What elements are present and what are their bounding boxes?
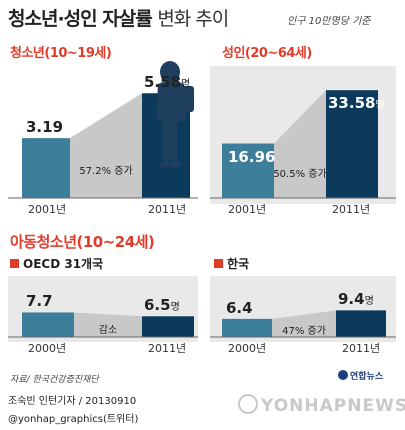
connector-wedge: [70, 93, 142, 198]
oecd-heading: OECD 31개국: [10, 255, 103, 272]
x-tick-label: 2011년: [148, 342, 187, 355]
brand-text: 연합뉴스: [350, 372, 384, 382]
data-label: 33.58명: [328, 94, 385, 112]
silhouette-part: [160, 61, 180, 83]
silhouette-part: [159, 162, 171, 168]
red-square-icon: [10, 259, 19, 268]
globe-icon: [338, 370, 348, 380]
data-label-unit: 명: [364, 296, 374, 308]
silhouette-part: [178, 86, 194, 112]
data-label-unit: 명: [375, 100, 385, 112]
korea-heading: 한국: [214, 255, 249, 272]
page-title: 청소년·성인 자살률 변화 추이: [8, 4, 229, 31]
section-adult-label: 성인(20~64세): [222, 46, 312, 61]
change-label: 57.2% 증가: [79, 166, 133, 178]
connector-wedge: [274, 90, 326, 198]
change-label: 47% 증가: [282, 325, 326, 337]
bar-2011년: [336, 310, 386, 337]
x-tick-label: 2001년: [228, 203, 267, 216]
data-label-value: 3.19: [26, 118, 64, 137]
twitter-handle: @yonhap_graphics(트위터): [8, 414, 139, 425]
x-tick-label: 2011년: [342, 342, 381, 355]
silhouette-part: [172, 120, 177, 164]
bar-2000년: [22, 312, 74, 337]
oecd-label: OECD 31개국: [23, 257, 104, 271]
title-main: 청소년·성인 자살률: [8, 8, 153, 30]
watermark: YONHAPNEWS: [238, 394, 405, 416]
section-child-label: 아동청소년(10~24세): [10, 233, 155, 251]
section-youth-label: 청소년(10~19세): [10, 46, 112, 61]
x-tick-label: 2000년: [228, 342, 267, 355]
korea-label: 한국: [227, 257, 250, 271]
x-tick-label: 2000년: [28, 342, 67, 355]
bar-2001년: [222, 143, 274, 198]
change-label: 감소: [98, 324, 118, 336]
connector-wedge: [74, 312, 142, 337]
bar-2011년: [142, 316, 194, 337]
data-label: 16.96: [228, 148, 275, 166]
red-square-icon: [214, 259, 223, 268]
bar-2011년: [326, 90, 378, 198]
silhouette-part: [169, 162, 181, 168]
connector-wedge: [272, 310, 336, 337]
data-label-unit: 명: [170, 302, 180, 314]
data-label: 7.7: [26, 292, 53, 310]
data-label-value: 9.4: [338, 290, 365, 309]
data-label-value: 33.58: [328, 94, 376, 113]
data-label: 9.4명: [338, 290, 374, 308]
bar-2000년: [222, 318, 272, 337]
x-tick-label: 2011년: [148, 203, 187, 216]
x-tick-label: 2001년: [28, 203, 67, 216]
data-label-unit: 명: [181, 79, 191, 91]
data-label-value: 5.58: [144, 73, 182, 92]
data-label-value: 16.96: [228, 147, 276, 166]
data-label: 3.19: [26, 118, 63, 136]
student-silhouette-icon: [156, 61, 194, 168]
silhouette-part: [163, 120, 168, 164]
source-note: 자료/ 한국건강증진재단: [10, 375, 99, 385]
unit-note: 인구 10만명당 기준: [287, 16, 371, 27]
data-label-value: 6.5: [144, 296, 171, 315]
data-label-value: 6.4: [226, 298, 253, 317]
change-label: 50.5% 증가: [273, 168, 327, 180]
data-label: 6.4: [226, 299, 253, 317]
watermark-circle-icon: [238, 394, 258, 414]
data-label: 6.5명: [144, 296, 180, 314]
credit-line: 조숙빈 인턴기자 / 20130910: [8, 396, 137, 407]
bar-2001년: [22, 138, 70, 198]
data-label-value: 7.7: [26, 292, 53, 311]
data-label: 5.58명: [144, 73, 190, 91]
watermark-text: YONHAPNEWS: [261, 396, 405, 416]
title-sub: 변화 추이: [157, 8, 229, 30]
brand-logo: 연합뉴스: [338, 369, 383, 382]
x-tick-label: 2011년: [332, 203, 371, 216]
